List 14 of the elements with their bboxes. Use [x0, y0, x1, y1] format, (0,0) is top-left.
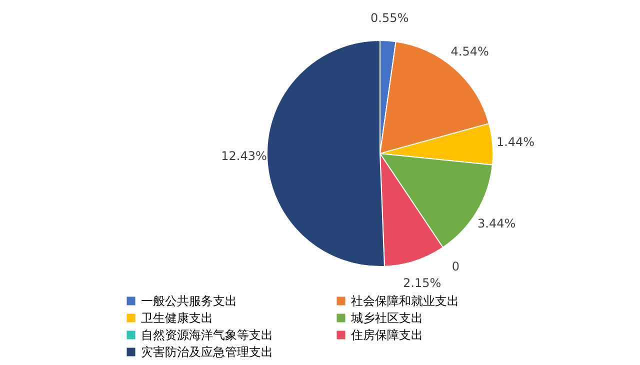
data-label: 12.43% [221, 149, 267, 164]
legend-label: 住房保障支出 [350, 328, 423, 342]
data-label: 3.44% [478, 216, 516, 230]
data-label: 0.55% [370, 10, 409, 25]
text: 0 [452, 260, 460, 274]
legend-label: 灾害防治及应急管理支出 [141, 345, 273, 359]
legend-label: 社会保障和就业支出 [351, 294, 459, 308]
legend-label: 城乡社区支出 [350, 311, 423, 325]
legend-label: 卫生健康支出 [141, 311, 213, 325]
legend-label: 一般公共服务支出 [141, 294, 237, 308]
data-label: 4.54% [450, 44, 489, 58]
data-label: 2.15% [403, 276, 442, 290]
legend-label: 自然资源海洋气象等支出 [141, 328, 273, 342]
data-label: 1.44% [496, 135, 535, 150]
